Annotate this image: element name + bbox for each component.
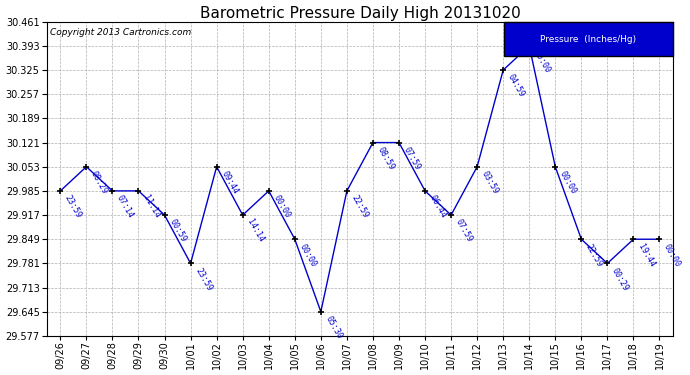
Text: 23:59: 23:59 bbox=[193, 266, 214, 292]
Text: 00:00: 00:00 bbox=[558, 170, 578, 196]
FancyBboxPatch shape bbox=[504, 22, 673, 56]
Text: 19:44: 19:44 bbox=[636, 242, 656, 268]
Text: 14:14: 14:14 bbox=[246, 218, 266, 244]
Text: 22:59: 22:59 bbox=[584, 242, 604, 268]
Text: 00:00: 00:00 bbox=[662, 242, 682, 268]
Text: 23:59: 23:59 bbox=[63, 194, 83, 220]
Text: 00:59: 00:59 bbox=[167, 218, 188, 244]
Text: Pressure  (Inches/Hg): Pressure (Inches/Hg) bbox=[540, 34, 636, 44]
Text: 08:59: 08:59 bbox=[376, 146, 396, 171]
Text: 08:29: 08:29 bbox=[89, 170, 110, 196]
Text: 00:00: 00:00 bbox=[272, 194, 292, 220]
Title: Barometric Pressure Daily High 20131020: Barometric Pressure Daily High 20131020 bbox=[199, 6, 520, 21]
Text: Copyright 2013 Cartronics.com: Copyright 2013 Cartronics.com bbox=[50, 28, 192, 37]
Text: 09:44: 09:44 bbox=[219, 170, 239, 196]
Text: 07:14: 07:14 bbox=[115, 194, 135, 220]
Text: 07:59: 07:59 bbox=[402, 146, 422, 171]
Text: 22:59: 22:59 bbox=[350, 194, 370, 220]
Text: 00:29: 00:29 bbox=[610, 266, 631, 292]
Text: 03:59: 03:59 bbox=[480, 170, 500, 196]
Text: 11:14: 11:14 bbox=[141, 194, 161, 220]
Text: 06:44: 06:44 bbox=[428, 194, 448, 220]
Text: 00:00: 00:00 bbox=[297, 242, 318, 268]
Text: 04:59: 04:59 bbox=[506, 73, 526, 99]
Text: 05:00: 05:00 bbox=[532, 49, 552, 75]
Text: 05:30: 05:30 bbox=[324, 315, 344, 340]
Text: 07:59: 07:59 bbox=[454, 218, 474, 244]
